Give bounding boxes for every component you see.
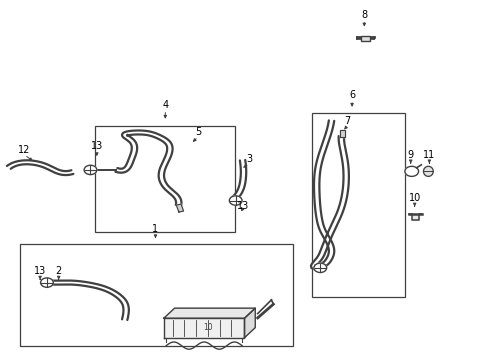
Polygon shape <box>408 214 422 220</box>
Text: 12: 12 <box>18 145 31 155</box>
Polygon shape <box>163 308 255 318</box>
Text: 10: 10 <box>203 323 213 333</box>
Polygon shape <box>310 120 348 269</box>
Bar <box>360 36 369 41</box>
Text: 6: 6 <box>348 90 354 100</box>
Ellipse shape <box>423 166 432 176</box>
Text: 11: 11 <box>422 150 435 160</box>
Text: 1: 1 <box>152 224 158 234</box>
Text: 13: 13 <box>34 266 46 276</box>
Polygon shape <box>244 308 255 338</box>
Circle shape <box>404 166 418 176</box>
Bar <box>95 126 234 232</box>
Polygon shape <box>7 160 73 175</box>
Circle shape <box>229 196 242 205</box>
Polygon shape <box>50 280 129 320</box>
Text: 9: 9 <box>407 150 413 160</box>
Polygon shape <box>176 204 183 212</box>
Circle shape <box>84 165 97 175</box>
Text: 10: 10 <box>407 193 420 203</box>
Bar <box>311 113 404 297</box>
Polygon shape <box>115 130 181 206</box>
Text: 13: 13 <box>90 141 103 151</box>
Text: 13: 13 <box>236 201 249 211</box>
Polygon shape <box>339 130 344 137</box>
Circle shape <box>41 278 53 287</box>
Polygon shape <box>163 318 244 338</box>
Text: 8: 8 <box>361 10 366 20</box>
Text: 7: 7 <box>344 116 349 126</box>
Text: 3: 3 <box>246 154 252 164</box>
Text: 2: 2 <box>56 266 61 276</box>
Text: 5: 5 <box>195 127 201 137</box>
Text: 4: 4 <box>162 100 168 110</box>
Polygon shape <box>232 160 246 199</box>
Bar <box>20 244 293 346</box>
Circle shape <box>313 263 326 273</box>
